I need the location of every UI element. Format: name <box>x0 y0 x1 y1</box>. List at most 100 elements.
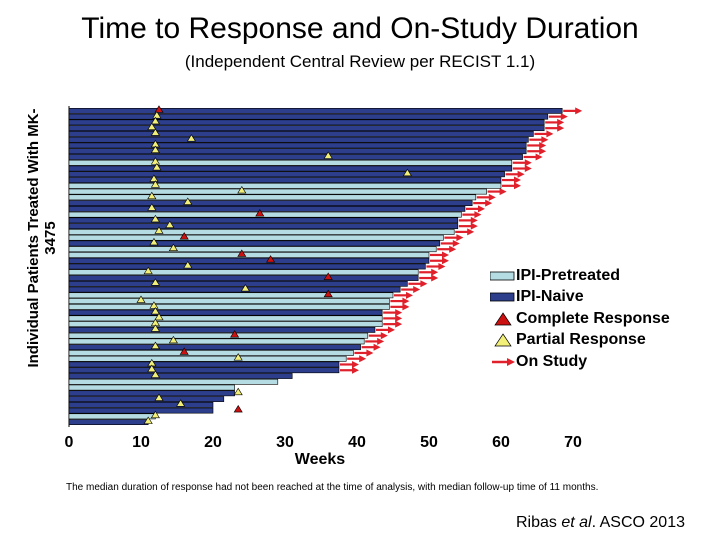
patient-bar <box>68 234 444 241</box>
partial-response-marker <box>150 370 160 378</box>
partial-response-marker <box>183 197 193 205</box>
patient-bar <box>68 384 235 391</box>
on-study-arrowhead <box>470 222 478 230</box>
partial-response-marker <box>154 312 164 321</box>
on-study-arrowhead <box>557 124 565 132</box>
patient-bar <box>68 350 354 356</box>
on-study-arrowhead <box>524 159 532 167</box>
citation-author: Ribas <box>516 514 562 531</box>
partial-response-marker <box>149 301 159 309</box>
patient-bar <box>68 321 383 328</box>
on-study-arrowhead <box>388 326 395 334</box>
partial-response-marker <box>240 283 250 292</box>
patient-bar <box>68 269 419 276</box>
on-study-arrowhead <box>514 182 521 190</box>
partial-response-marker <box>233 387 243 396</box>
on-study-arrowhead <box>474 211 482 219</box>
on-study-arrowhead <box>499 188 507 196</box>
citation: Ribas et al. ASCO 2013 <box>516 514 685 532</box>
complete-response-marker <box>230 330 240 338</box>
on-study-arrowhead <box>431 274 439 282</box>
patient-bar <box>68 119 545 126</box>
on-study-arrowhead <box>402 297 410 305</box>
patient-bar <box>68 240 441 247</box>
on-study-arrowhead <box>380 332 388 340</box>
legend: IPI-Pretreated IPI-Naive Complete Respon… <box>490 265 670 373</box>
partial-response-marker <box>168 335 178 344</box>
patient-bar <box>68 332 369 339</box>
patient-bar <box>68 327 376 333</box>
on-study-arrowhead <box>541 136 549 144</box>
on-study-arrowhead <box>420 280 428 288</box>
on-study-arrowhead <box>485 199 493 207</box>
patient-bar <box>68 257 430 264</box>
patient-bar <box>68 205 466 212</box>
on-study-arrowhead <box>413 286 421 294</box>
partial-response-marker <box>150 278 160 286</box>
complete-response-marker <box>323 272 333 280</box>
x-tick-label: 30 <box>276 434 294 451</box>
on-study-arrowhead <box>449 245 457 253</box>
partial-response-marker <box>154 226 164 234</box>
on-study-arrowhead <box>560 113 568 121</box>
partial-response-marker <box>152 162 162 171</box>
chart-title: Time to Response and On-Study Duration <box>81 12 639 45</box>
partial-response-marker <box>186 134 196 142</box>
patient-bar <box>68 355 347 362</box>
x-tick-label: 20 <box>204 434 222 451</box>
on-study-arrowhead <box>546 130 554 138</box>
complete-response-marker <box>154 105 164 113</box>
complete-response-marker <box>237 249 247 257</box>
partial-response-marker <box>149 174 159 182</box>
complete-response-marker <box>255 209 265 217</box>
legend-swatch-ipi-pretreated <box>490 269 516 283</box>
patient-bar <box>68 108 563 114</box>
complete-response-marker <box>266 255 276 263</box>
patient-bar <box>68 182 502 189</box>
on-study-arrowhead <box>406 291 413 299</box>
partial-response-marker <box>150 410 160 419</box>
partial-response-marker <box>147 203 157 211</box>
partial-response-marker <box>143 266 153 275</box>
patient-bar <box>68 367 340 374</box>
citation-rest: . ASCO 2013 <box>591 514 685 531</box>
patient-bar <box>68 419 149 426</box>
partial-response-marker <box>150 341 160 349</box>
patient-bar <box>68 390 235 397</box>
legend-item-complete-response: Complete Response <box>490 308 670 330</box>
patient-bar <box>68 171 505 178</box>
on-study-arrowhead <box>539 141 547 149</box>
on-study-arrowhead <box>456 234 464 242</box>
legend-label: Complete Response <box>516 309 670 327</box>
patient-bar <box>68 396 225 402</box>
on-study-arrowhead <box>442 257 449 265</box>
on-study-arrowhead <box>517 170 525 178</box>
patient-bar <box>68 148 527 155</box>
patient-bar <box>68 263 426 270</box>
on-study-arrowhead <box>373 343 381 351</box>
on-study-arrowhead <box>442 251 449 259</box>
legend-label: IPI-Naive <box>516 288 584 306</box>
partial-response-marker <box>147 122 157 130</box>
patient-bar <box>68 246 437 253</box>
patient-bar <box>68 217 459 224</box>
patient-bar <box>68 188 487 195</box>
patient-bar <box>68 344 361 351</box>
partial-response-marker <box>136 295 146 303</box>
partial-response-marker <box>150 116 160 125</box>
partial-response-marker <box>168 243 178 252</box>
on-study-arrowhead <box>402 303 410 311</box>
on-study-arrowhead <box>352 360 359 368</box>
x-tick-label: 70 <box>564 434 582 451</box>
x-tick-label: 0 <box>65 434 74 451</box>
partial-response-marker <box>233 353 243 361</box>
on-study-arrowhead <box>488 193 496 201</box>
on-study-arrowhead <box>377 337 385 345</box>
partial-response-marker <box>176 399 186 407</box>
partial-response-marker <box>323 151 333 159</box>
on-study-arrowhead <box>395 309 403 317</box>
red-triangle-icon <box>490 312 516 326</box>
legend-label: Partial Response <box>516 331 646 349</box>
on-study-arrowhead <box>539 147 547 155</box>
patient-bar <box>68 125 545 132</box>
